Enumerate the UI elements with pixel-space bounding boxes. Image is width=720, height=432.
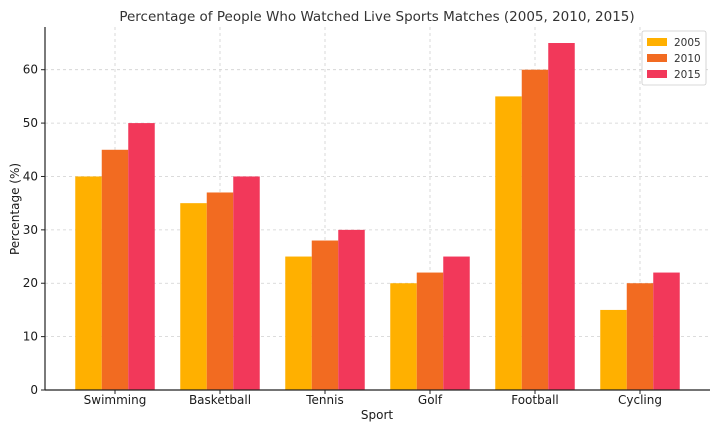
y-axis-ticks: 0 10 20 30 40 50 60 bbox=[23, 63, 45, 397]
bar-2010-cycling bbox=[626, 283, 654, 390]
axes bbox=[44, 27, 710, 391]
y-tick-label: 50 bbox=[23, 116, 38, 130]
legend-swatch-2005 bbox=[647, 38, 667, 46]
x-tick-label-football: Football bbox=[511, 393, 559, 407]
x-tick-label-cycling: Cycling bbox=[618, 393, 662, 407]
x-tick-label-tennis: Tennis bbox=[305, 393, 343, 407]
legend: 2005 2010 2015 bbox=[641, 30, 707, 86]
legend-swatch-2015 bbox=[647, 70, 667, 78]
x-tick-label-golf: Golf bbox=[418, 393, 443, 407]
bar-2010-tennis bbox=[311, 240, 339, 390]
chart-title: Percentage of People Who Watched Live Sp… bbox=[119, 9, 634, 25]
bar-2010-swimming bbox=[101, 149, 129, 390]
x-axis-ticks: Swimming Basketball Tennis Golf Football Cycl… bbox=[84, 390, 662, 407]
x-tick-label-basketball: Basketball bbox=[189, 393, 251, 407]
bar-2010-football bbox=[521, 69, 549, 391]
bar-2005-cycling bbox=[600, 309, 627, 390]
bar-2005-swimming bbox=[75, 176, 102, 390]
y-tick-label: 10 bbox=[23, 330, 38, 344]
x-tick-label-swimming: Swimming bbox=[84, 393, 147, 407]
bar-2005-golf bbox=[390, 283, 417, 390]
y-tick-label: 30 bbox=[23, 223, 38, 237]
x-axis-label: Sport bbox=[361, 408, 394, 422]
bar-2015-swimming bbox=[128, 123, 155, 391]
bar-2010-golf bbox=[416, 272, 444, 390]
y-tick-label: 0 bbox=[30, 383, 38, 397]
bar-2005-tennis bbox=[285, 256, 312, 390]
bar-2015-football bbox=[548, 43, 575, 390]
y-axis-label: Percentage (%) bbox=[8, 163, 22, 255]
legend-swatch-2010 bbox=[647, 54, 667, 62]
bars-group bbox=[75, 43, 680, 391]
bar-2005-football bbox=[495, 96, 522, 390]
bar-2015-basketball bbox=[233, 176, 260, 390]
y-tick-label: 60 bbox=[23, 63, 38, 77]
legend-label-2015: 2015 bbox=[674, 69, 701, 81]
legend-label-2005: 2005 bbox=[674, 37, 701, 49]
bar-2010-basketball bbox=[206, 192, 234, 390]
bar-2005-basketball bbox=[180, 203, 207, 390]
bar-2015-tennis bbox=[338, 229, 365, 390]
legend-label-2010: 2010 bbox=[674, 53, 701, 65]
bar-2015-golf bbox=[443, 256, 470, 390]
bar-2015-cycling bbox=[653, 272, 680, 390]
y-tick-label: 40 bbox=[23, 169, 38, 183]
y-tick-label: 20 bbox=[23, 276, 38, 290]
